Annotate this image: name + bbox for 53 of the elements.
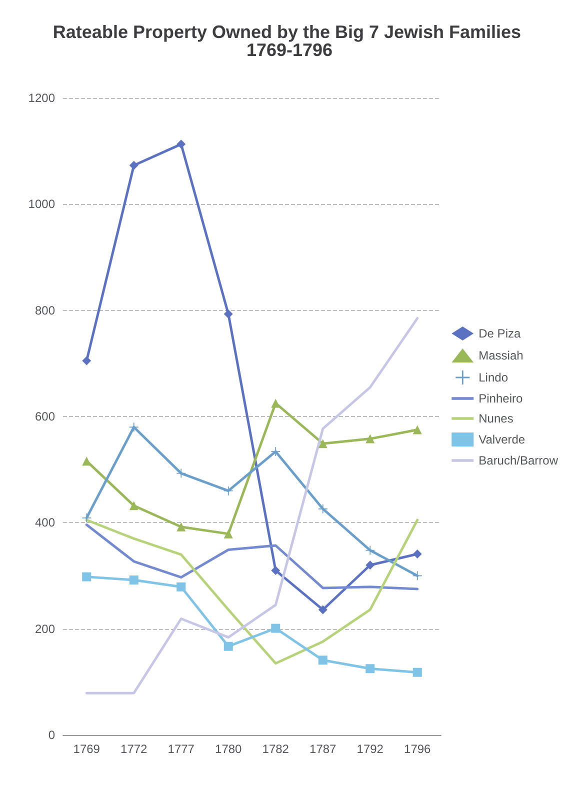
x-tick-label: 1777 [168,742,195,756]
y-tick-label: 1200 [28,91,56,105]
point [224,310,233,319]
x-tick-label: 1769 [73,742,100,756]
y-tick-label: 800 [34,303,56,318]
point [82,513,92,522]
x-tick-label: 1787 [310,742,337,756]
point [271,624,280,633]
point [271,447,280,456]
point [366,560,375,570]
point [129,422,138,432]
x-tick-label: 1772 [120,742,148,756]
legend-label: Pinheiro [478,392,523,406]
point [176,582,186,592]
point [366,434,375,444]
chart-title: Rateable Property Owned by the Big 7 Jewish Families 1769-1796 [52,22,526,60]
y-tick-label: 200 [34,622,56,636]
point [271,566,280,575]
legend-label: Lindo [478,370,508,384]
legend-label: Massiah [478,348,524,362]
point [271,398,280,408]
point [412,425,422,434]
point [412,549,422,558]
point [176,140,186,149]
line-series [85,317,419,694]
point [129,575,138,584]
point [224,486,233,496]
point [224,529,233,538]
x-tick-label: 1780 [215,742,242,756]
y-tick-label: 0 [48,728,56,742]
y-tick-label: 600 [34,410,56,424]
x-tick-label: 1782 [262,742,290,756]
point [129,160,138,170]
point [129,501,138,510]
point [318,504,328,514]
point [318,656,328,665]
legend-label: Baruch/Barrow [478,454,558,468]
legend-label: De Piza [478,326,521,340]
point [412,668,422,677]
legend-label: Valverde [478,432,526,446]
point [82,572,92,582]
point [224,642,233,651]
point [366,664,375,674]
point [82,356,92,366]
y-tick-label: 1000 [28,197,56,212]
x-tick-label: 1792 [356,742,384,756]
legend-label: Nunes [478,412,514,426]
line-series [85,524,419,590]
point [318,605,328,614]
x-tick-label: 1796 [404,742,432,756]
point [176,522,186,532]
point [318,439,328,448]
y-tick-label: 400 [34,516,56,530]
